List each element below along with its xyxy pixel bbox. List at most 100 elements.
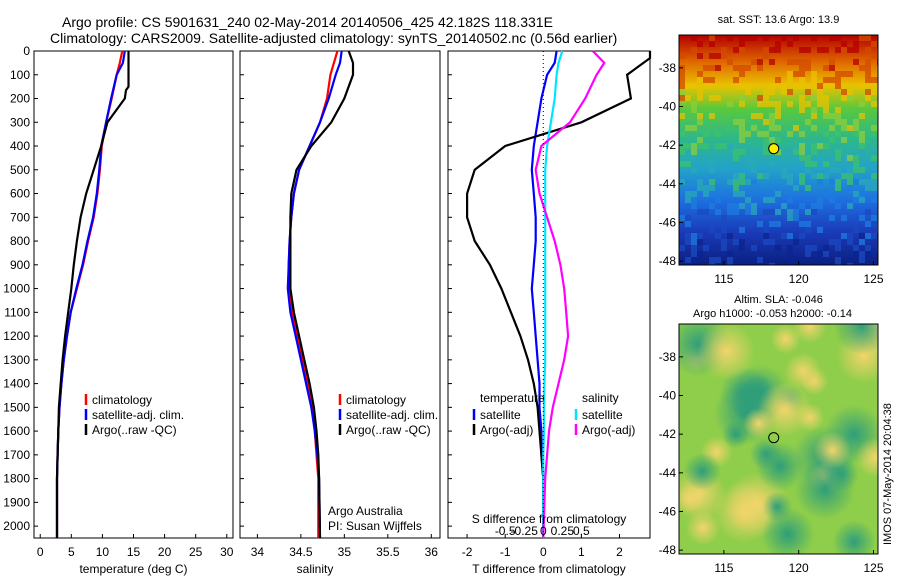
imos-timestamp: IMOS 07-May-2014 20:04:38 xyxy=(882,403,894,545)
sst-pixel xyxy=(745,161,751,167)
sst-pixel xyxy=(775,245,781,251)
sst-pixel xyxy=(793,83,799,89)
sst-pixel xyxy=(769,239,775,245)
sst-pixel xyxy=(787,251,793,257)
sst-pixel xyxy=(865,89,871,95)
salinity-panel: 34 34.5 35 35.5 36 salinity climatologysatelli… xyxy=(239,50,441,576)
y-tick-label: 1200 xyxy=(3,329,30,343)
sst-pixel xyxy=(721,227,727,233)
sst-pixel xyxy=(745,155,751,161)
sst-pixel xyxy=(805,119,811,125)
sst-pixel xyxy=(841,137,847,143)
map-x-tick-label: 125 xyxy=(863,272,883,286)
sst-pixel xyxy=(805,161,811,167)
sst-pixel xyxy=(871,77,877,83)
sst-pixel xyxy=(811,107,817,113)
sst-pixel xyxy=(829,215,835,221)
figure-title: Argo profile: CS 5901631_240 02-May-2014… xyxy=(62,14,553,30)
sst-pixel xyxy=(853,251,859,257)
sst-pixel xyxy=(841,125,847,131)
sst-pixel xyxy=(679,113,685,119)
sst-pixel xyxy=(763,47,769,53)
sst-pixel xyxy=(805,59,811,65)
sst-pixel xyxy=(679,131,685,137)
sst-pixel xyxy=(871,41,877,47)
sst-pixel xyxy=(859,233,865,239)
legend-title-temperature: temperature xyxy=(480,391,545,405)
plot-frame xyxy=(239,50,441,539)
series-line-satellite xyxy=(542,50,564,538)
sst-pixel xyxy=(733,191,739,197)
sst-pixel xyxy=(697,41,703,47)
sst-pixel xyxy=(865,179,871,185)
sst-map-panel: 115 120 125 -38 -40 -42 -44 -46 -48 sat. SST: 13.… xyxy=(659,14,884,286)
map-y-tick-label: -46 xyxy=(659,504,677,518)
sst-pixel xyxy=(811,257,817,263)
sst-pixel xyxy=(859,197,865,203)
sst-pixel xyxy=(691,83,697,89)
sst-pixel xyxy=(835,263,841,265)
sst-pixel xyxy=(811,77,817,83)
sst-pixel xyxy=(697,119,703,125)
top-axis-label: S difference from climatology xyxy=(472,512,627,526)
sst-pixel xyxy=(793,185,799,191)
sst-pixel xyxy=(775,263,781,265)
sst-pixel xyxy=(727,179,733,185)
sst-pixel xyxy=(787,257,793,263)
series-line-satellite-adj-clim- xyxy=(286,50,343,539)
sst-pixel xyxy=(709,41,715,47)
sst-pixel xyxy=(775,209,781,215)
sst-pixel xyxy=(769,197,775,203)
sst-pixel xyxy=(757,95,763,101)
sst-pixel xyxy=(757,173,763,179)
sst-pixel xyxy=(853,59,859,65)
sst-pixel xyxy=(733,263,739,265)
annotation-text: Argo Australia xyxy=(328,504,403,518)
sst-pixel xyxy=(859,179,865,185)
sst-pixel xyxy=(733,77,739,83)
sst-pixel xyxy=(763,119,769,125)
sla-blob xyxy=(832,519,876,554)
y-tick-label: 2000 xyxy=(3,519,30,533)
x-tick-label: 34.5 xyxy=(289,545,313,559)
sst-pixel xyxy=(739,47,745,53)
sst-pixel xyxy=(721,155,727,161)
sst-pixel xyxy=(727,125,733,131)
sst-pixel xyxy=(697,77,703,83)
sst-pixel xyxy=(787,197,793,203)
sst-pixel xyxy=(841,155,847,161)
sla-blob xyxy=(784,352,822,390)
y-tick-label: 400 xyxy=(10,139,30,153)
sst-pixel xyxy=(793,257,799,263)
sst-pixel xyxy=(817,89,823,95)
sst-pixel xyxy=(835,149,841,155)
sst-pixel xyxy=(799,149,805,155)
sst-pixel xyxy=(805,185,811,191)
sst-pixel xyxy=(685,221,691,227)
sst-pixel xyxy=(817,95,823,101)
sst-pixel xyxy=(727,35,733,41)
sst-pixel xyxy=(739,35,745,41)
sst-pixel xyxy=(739,119,745,125)
sst-pixel xyxy=(691,257,697,263)
annotation-text: PI: Susan Wijffels xyxy=(328,519,422,533)
sst-pixel xyxy=(763,89,769,95)
y-tick-label: 500 xyxy=(10,163,30,177)
sst-pixel xyxy=(685,239,691,245)
legend-label: Argo(..raw -QC) xyxy=(346,423,431,437)
sst-pixel xyxy=(769,83,775,89)
sst-pixel xyxy=(829,125,835,131)
sst-pixel xyxy=(823,245,829,251)
sst-pixel xyxy=(709,167,715,173)
sst-pixel xyxy=(847,203,853,209)
sst-pixel xyxy=(763,143,769,149)
top-tick-label: -0.5 xyxy=(495,524,516,538)
figure-subtitle: Climatology: CARS2009. Satellite-adjuste… xyxy=(50,30,617,46)
sst-pixel xyxy=(733,173,739,179)
sst-pixel xyxy=(679,143,685,149)
sst-pixel xyxy=(697,233,703,239)
y-tick-label: 300 xyxy=(10,115,30,129)
plot-frame xyxy=(33,50,234,539)
sst-pixel xyxy=(709,53,715,59)
sst-pixel xyxy=(733,209,739,215)
